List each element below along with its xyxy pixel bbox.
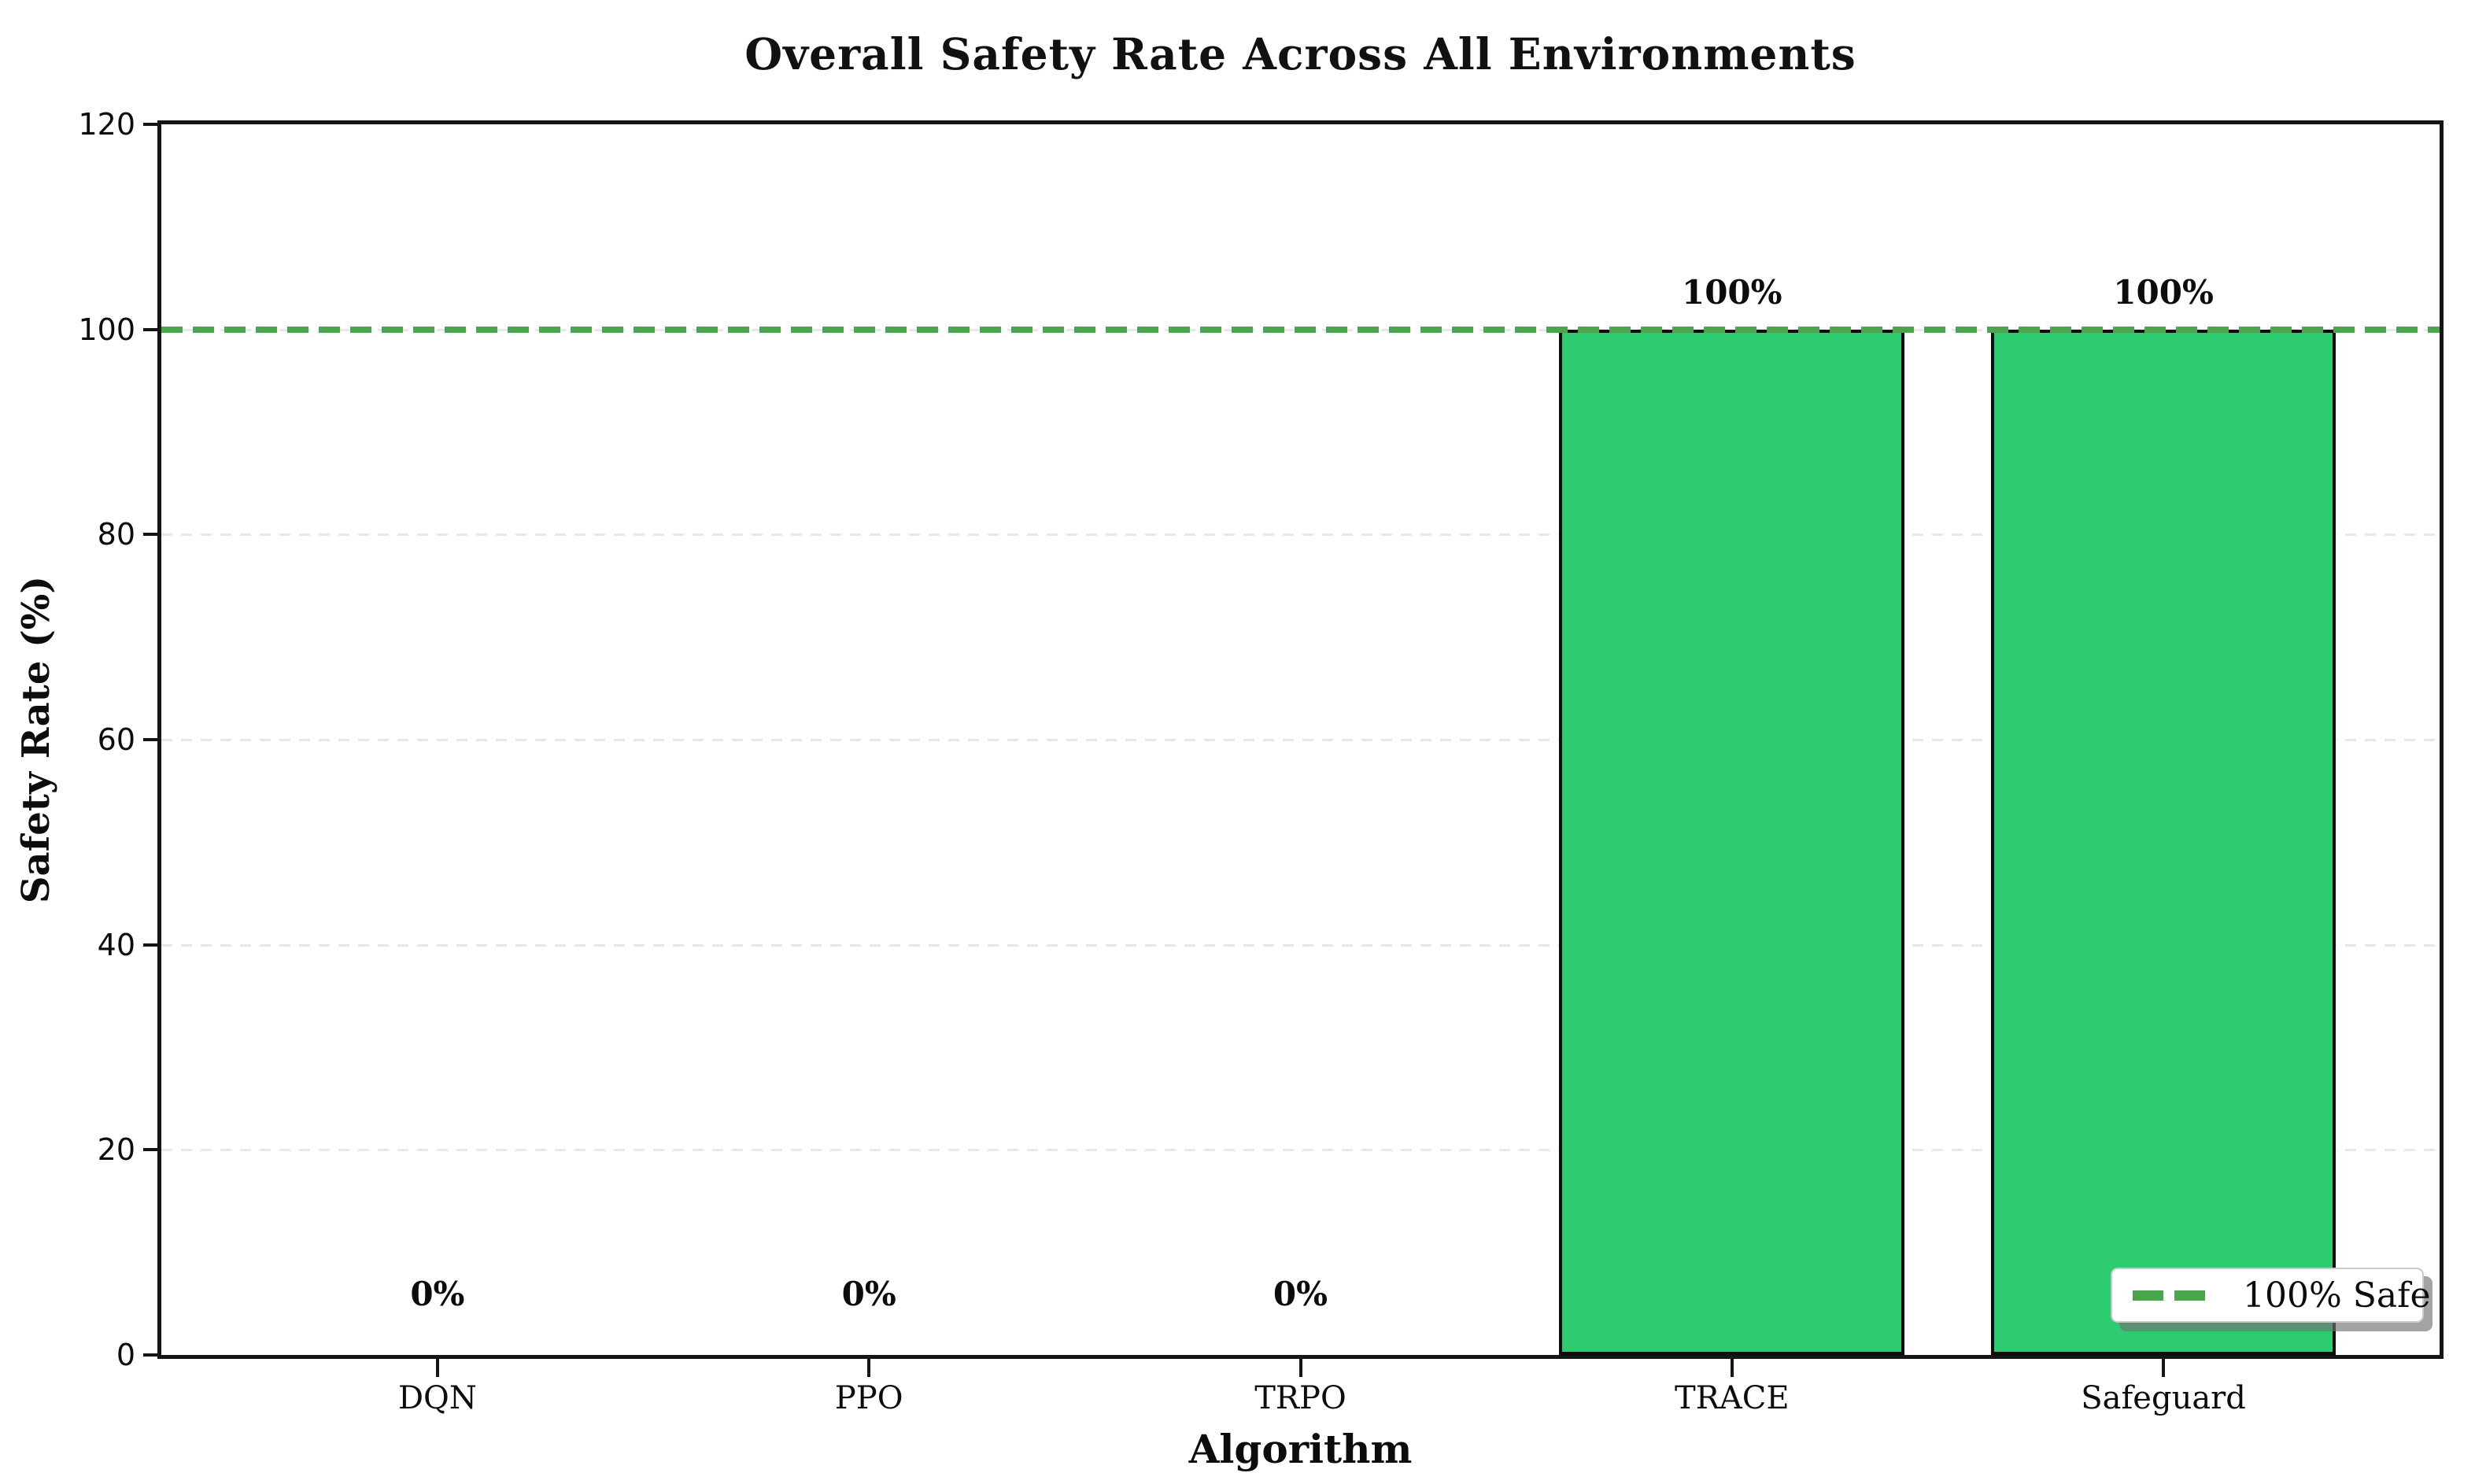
- y-tick-mark: [143, 327, 161, 331]
- y-tick-label: 100: [78, 312, 135, 347]
- bar-trace: [1559, 329, 1905, 1355]
- y-axis-label: Safety Rate (%): [14, 575, 58, 904]
- chart-title: Overall Safety Rate Across All Environme…: [744, 28, 1856, 79]
- gridline-y20: [161, 1149, 2440, 1152]
- y-tick-label: 40: [97, 927, 135, 962]
- y-tick-mark: [143, 533, 161, 537]
- x-tick-label: TRACE: [1675, 1380, 1790, 1416]
- legend-label: 100% Safe: [2243, 1275, 2431, 1316]
- x-axis-bottom-spine: [157, 1355, 2444, 1359]
- y-axis-left-spine: [157, 120, 161, 1359]
- dashed-line-icon: [2133, 1290, 2205, 1301]
- x-axis-label: Algorithm: [1188, 1426, 1413, 1472]
- bar-value-label: 0%: [1273, 1275, 1328, 1313]
- reference-line-100-percent: [161, 326, 2440, 333]
- x-tick-mark: [867, 1359, 871, 1377]
- x-tick-label: DQN: [397, 1380, 477, 1416]
- x-tick-label: TRPO: [1254, 1380, 1346, 1416]
- y-tick-mark: [143, 123, 161, 126]
- bar-safeguard: [1990, 329, 2336, 1355]
- y-tick-label: 120: [78, 107, 135, 142]
- bar-value-label: 0%: [841, 1275, 896, 1313]
- y-tick-mark: [143, 1148, 161, 1152]
- gridline-y40: [161, 943, 2440, 947]
- gridline-y60: [161, 739, 2440, 741]
- y-tick-mark: [143, 1353, 161, 1357]
- y-tick-label: 60: [97, 722, 135, 757]
- x-tick-label: PPO: [834, 1380, 903, 1416]
- x-tick-mark: [1730, 1359, 1734, 1377]
- x-tick-mark: [1298, 1359, 1302, 1377]
- legend-dash-segment: [2174, 1290, 2205, 1301]
- y-tick-label: 80: [97, 517, 135, 552]
- y-tick-label: 20: [97, 1132, 135, 1168]
- bar-value-label: 0%: [410, 1275, 465, 1313]
- legend: 100% Safe: [2111, 1268, 2430, 1323]
- bar-value-label: 100%: [2113, 272, 2214, 312]
- y-tick-mark: [143, 943, 161, 947]
- bar-value-label: 100%: [1681, 272, 1782, 312]
- y-tick-mark: [143, 738, 161, 741]
- x-tick-label: Safeguard: [2081, 1380, 2246, 1416]
- legend-dash-segment: [2133, 1290, 2163, 1301]
- gridline-y80: [161, 533, 2440, 537]
- top-spine: [157, 120, 2444, 124]
- y-tick-label: 0: [116, 1338, 135, 1372]
- x-tick-mark: [435, 1359, 439, 1377]
- right-spine: [2440, 120, 2444, 1359]
- x-tick-mark: [2162, 1359, 2166, 1377]
